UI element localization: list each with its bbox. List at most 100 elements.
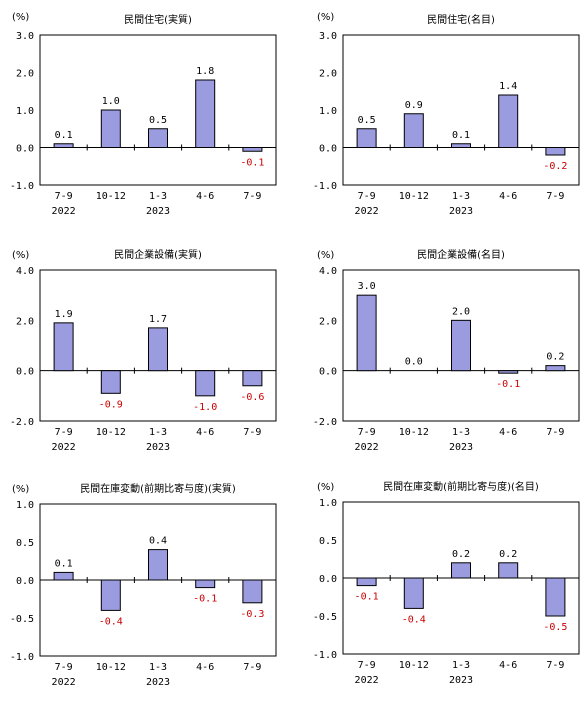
value-label: 0.9 [405,100,423,111]
value-label: 0.1 [55,558,73,569]
value-label: -0.6 [240,392,264,403]
value-label: 1.4 [499,81,517,92]
value-label: 0.0 [405,357,423,368]
value-label: 1.9 [55,309,73,320]
year-label: 2023 [449,206,473,217]
y-tick-label: 0.0 [319,574,337,585]
bar [356,577,377,587]
plot-frame [342,269,580,422]
value-label: 0.1 [55,130,73,141]
bar [242,579,263,604]
bar [100,579,121,611]
chart-title: 民間在庫変動(前期比寄与度)(名目) [383,480,539,493]
year-label: 2022 [52,206,76,217]
y-tick-label: 4.0 [319,266,337,277]
y-tick-label: 0.0 [319,144,337,155]
y-tick-label: 1.0 [319,498,337,509]
y-tick-label: 4.0 [16,266,34,277]
y-tick-label: 1.0 [16,500,34,511]
category-label: 7-9 [243,662,261,673]
bar [356,294,377,372]
y-tick-label: -1.0 [313,650,337,661]
value-label: 0.2 [546,352,564,363]
bar [148,327,168,372]
plot-frame [39,269,277,422]
unit-label: (%) [12,250,29,261]
unit-label: (%) [317,250,334,261]
y-tick-label: 0.5 [16,538,34,549]
value-label: 0.2 [452,549,470,560]
year-label: 2022 [355,442,379,453]
value-label: 1.0 [102,96,120,107]
y-tick-label: -0.5 [313,612,337,623]
bar [195,370,216,397]
category-label: 10-12 [399,660,429,671]
bar [100,370,121,394]
category-label: 7-9 [55,191,73,202]
value-label: -0.1 [355,592,379,603]
category-label: 7-9 [546,427,564,438]
bar [451,562,471,579]
value-label: 0.4 [149,536,167,547]
unit-label: (%) [317,482,334,493]
category-label: 4-6 [196,427,214,438]
bar [195,579,216,589]
value-label: -0.5 [543,622,567,633]
y-tick-label: 2.0 [16,69,34,80]
category-label: 7-9 [243,191,261,202]
chart-title: 民間住宅(名目) [427,13,495,26]
chart-6: (%) 民間在庫変動(前期比寄与度)(名目) 1.0 0.5 0.0 -0.5 -1.0 -0… [313,480,580,686]
value-label: -1.0 [193,402,217,413]
chart-1: (%) 民間住宅(実質) 3.0 2.0 1.0 0.0 -1.0 0.1 7-9 2022 1.0… [10,12,277,217]
chart-5: (%) 民間在庫変動(前期比寄与度)(実質) 1.0 0.5 0.0 -0.5 -1.0 0.… [10,482,277,688]
category-label: 4-6 [196,662,214,673]
year-label: 2022 [355,206,379,217]
value-label: 2.0 [452,306,470,317]
category-label: 4-6 [499,660,517,671]
value-label: 0.1 [452,130,470,141]
bar [545,147,566,156]
y-tick-label: 0.0 [16,576,34,587]
y-tick-label: 0.0 [16,367,34,378]
bar [53,143,74,148]
y-tick-label: 2.0 [319,316,337,327]
category-label: 10-12 [399,427,429,438]
y-tick-label: 3.0 [319,31,337,42]
y-tick-label: -2.0 [10,417,34,428]
bar [100,109,121,148]
chart-4: (%) 民間企業設備(名目) 4.0 2.0 0.0 -2.0 3.0 7-9 2022 0.0 1… [313,248,580,453]
value-label: -0.1 [193,594,217,605]
year-label: 2022 [52,677,76,688]
category-label: 7-9 [243,427,261,438]
year-label: 2022 [355,675,379,686]
y-tick-label: 1.0 [16,106,34,117]
chart-title: 民間在庫変動(前期比寄与度)(実質) [80,482,236,495]
bar [451,319,471,372]
bar [498,94,519,148]
chart-title: 民間企業設備(名目) [417,248,505,261]
value-label: 1.7 [149,314,167,325]
category-label: 7-9 [358,427,376,438]
year-label: 2023 [449,442,473,453]
y-tick-label: 2.0 [319,69,337,80]
y-tick-label: 0.0 [16,144,34,155]
year-label: 2022 [52,442,76,453]
value-label: -0.4 [99,616,123,627]
bar [242,370,263,387]
y-tick-label: -1.0 [313,181,337,192]
value-label: -0.1 [496,379,520,390]
category-label: 7-9 [55,662,73,673]
bar [195,79,216,148]
chart-3: (%) 民間企業設備(実質) 4.0 2.0 0.0 -2.0 1.9 7-9 2022 -0.9… [10,248,277,453]
y-tick-label: -0.5 [10,614,34,625]
bar [242,147,263,152]
y-tick-label: 0.0 [319,367,337,378]
category-label: 4-6 [499,427,517,438]
category-label: 7-9 [358,660,376,671]
category-label: 1-3 [149,427,167,438]
bar [545,365,566,372]
value-label: 0.2 [499,549,517,560]
category-label: 1-3 [149,191,167,202]
category-label: 7-9 [546,191,564,202]
